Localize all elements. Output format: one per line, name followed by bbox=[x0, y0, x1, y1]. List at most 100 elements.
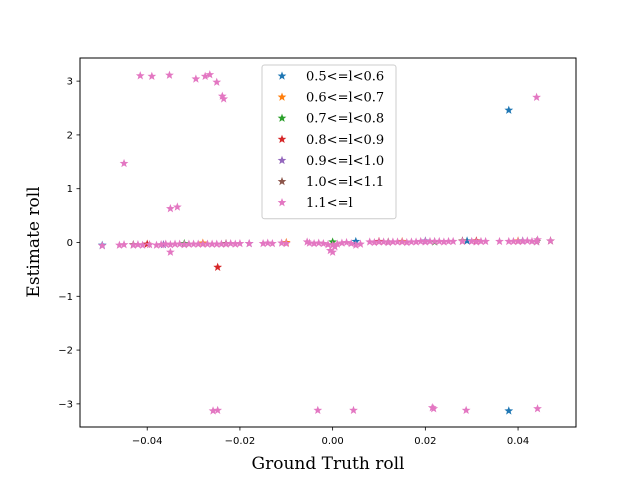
data-point bbox=[509, 236, 518, 246]
data-point bbox=[328, 240, 338, 249]
data-point bbox=[461, 405, 471, 415]
data-point bbox=[397, 237, 407, 246]
legend-entry: 1.1<=l bbox=[306, 196, 353, 211]
data-point bbox=[175, 239, 185, 248]
data-point bbox=[166, 204, 175, 213]
data-point bbox=[532, 92, 541, 101]
data-point bbox=[217, 91, 227, 100]
data-point bbox=[212, 77, 222, 86]
data-point bbox=[213, 405, 223, 415]
data-point bbox=[411, 237, 421, 246]
legend-entry: 1.0<=l<1.1 bbox=[306, 175, 384, 190]
data-point bbox=[314, 238, 324, 247]
x-axis-label: Ground Truth roll bbox=[252, 454, 405, 474]
data-point bbox=[522, 236, 532, 245]
data-point bbox=[212, 239, 222, 248]
data-point bbox=[193, 239, 203, 248]
data-point bbox=[369, 237, 379, 247]
data-point bbox=[462, 236, 472, 245]
data-point bbox=[230, 239, 240, 248]
data-point bbox=[533, 404, 542, 413]
y-tick-label: −1 bbox=[58, 292, 73, 303]
y-tick-label: 1 bbox=[67, 184, 73, 195]
data-point bbox=[208, 406, 218, 415]
data-point bbox=[504, 406, 514, 415]
y-tick-label: −3 bbox=[58, 399, 73, 410]
data-point bbox=[425, 236, 435, 246]
data-point bbox=[504, 105, 514, 114]
data-point bbox=[138, 240, 147, 249]
data-point bbox=[448, 236, 458, 246]
data-point bbox=[152, 240, 161, 249]
data-point bbox=[244, 238, 254, 248]
data-point bbox=[313, 405, 323, 415]
data-point bbox=[374, 237, 384, 246]
legend-entry: 0.6<=l<0.7 bbox=[306, 91, 384, 106]
data-point bbox=[325, 245, 335, 255]
data-point bbox=[527, 236, 537, 246]
y-tick-label: 0 bbox=[67, 238, 73, 249]
data-point bbox=[383, 237, 393, 247]
data-point bbox=[342, 237, 351, 247]
legend-marker bbox=[277, 134, 287, 144]
y-tick-label: 3 bbox=[67, 77, 73, 88]
series-6 bbox=[97, 70, 555, 415]
data-point bbox=[277, 238, 287, 247]
data-point bbox=[430, 236, 439, 246]
legend-marker bbox=[277, 71, 287, 80]
data-point bbox=[119, 158, 129, 168]
x-tick-label: −0.02 bbox=[225, 436, 256, 447]
data-point bbox=[318, 238, 328, 248]
data-point bbox=[156, 240, 166, 249]
x-tick-label: −0.04 bbox=[132, 436, 163, 447]
data-point bbox=[476, 236, 486, 246]
legend-marker bbox=[277, 176, 287, 186]
data-point bbox=[189, 239, 198, 248]
data-point bbox=[429, 404, 439, 413]
data-point bbox=[191, 74, 201, 83]
y-axis-label: Estimate roll bbox=[24, 186, 44, 297]
data-point bbox=[281, 238, 291, 248]
data-point bbox=[337, 238, 347, 247]
data-point bbox=[161, 239, 171, 248]
data-point bbox=[145, 240, 154, 249]
data-point bbox=[305, 238, 314, 247]
data-point bbox=[402, 237, 412, 247]
data-point bbox=[388, 237, 398, 246]
data-point bbox=[328, 247, 338, 256]
data-point bbox=[166, 240, 175, 249]
data-point bbox=[200, 71, 210, 81]
legend-entry: 0.7<=l<0.8 bbox=[306, 112, 384, 127]
data-point bbox=[235, 238, 245, 248]
data-point bbox=[198, 239, 208, 248]
data-point bbox=[351, 240, 361, 249]
data-point bbox=[263, 238, 273, 247]
legend-entry: 0.9<=l<1.0 bbox=[306, 154, 384, 169]
data-point bbox=[533, 235, 542, 244]
legend-entry: 0.5<=l<0.6 bbox=[306, 70, 384, 85]
data-point bbox=[219, 94, 229, 103]
data-point bbox=[135, 71, 145, 80]
data-point bbox=[205, 70, 215, 79]
data-point bbox=[119, 240, 129, 249]
data-point bbox=[302, 237, 312, 246]
data-point bbox=[518, 236, 528, 246]
data-point bbox=[495, 236, 504, 246]
data-point bbox=[203, 239, 212, 248]
x-axis-ticks: −0.04 −0.02 0.00 0.02 0.04 bbox=[132, 427, 529, 447]
data-point bbox=[128, 240, 138, 249]
data-point bbox=[133, 240, 143, 249]
data-point bbox=[379, 237, 388, 246]
data-point bbox=[217, 239, 226, 248]
data-point bbox=[546, 236, 555, 245]
data-point bbox=[458, 236, 467, 246]
data-point bbox=[513, 236, 523, 246]
data-points bbox=[97, 70, 555, 415]
data-point bbox=[147, 71, 157, 81]
legend-frame bbox=[261, 64, 397, 220]
data-point bbox=[393, 237, 402, 246]
legend-marker bbox=[277, 155, 287, 165]
data-point bbox=[407, 237, 416, 246]
legend-marker bbox=[277, 92, 287, 101]
